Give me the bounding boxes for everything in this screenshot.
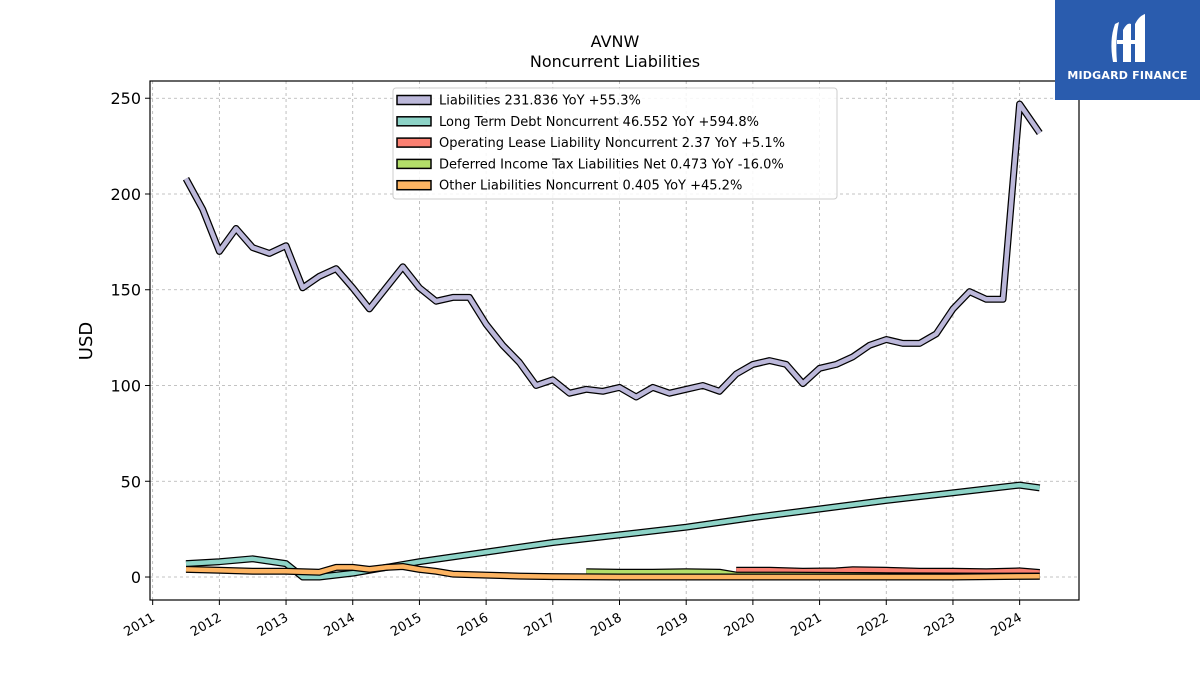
plot-frame [149,80,1080,601]
y-tick-label: 200 [110,185,141,204]
brand-logo: MIDGARD FINANCE [1055,0,1200,100]
y-tick-label: 150 [110,281,141,300]
legend-entry: Deferred Income Tax Liabilities Net 0.47… [439,157,784,172]
legend-entry: Other Liabilities Noncurrent 0.405 YoY +… [439,179,742,194]
y-axis-label: USD [76,322,97,360]
legend-swatch [396,94,432,106]
series-layer [182,100,1043,581]
legend-entry: Operating Lease Liability Noncurrent 2.3… [439,136,785,151]
series-line [736,567,1040,575]
y-tick-label: 250 [110,89,141,108]
legend-swatch [396,116,432,127]
y-tick-label: 100 [110,377,141,396]
brand-mark-icon [1111,14,1145,63]
chart-title: AVNW [591,32,640,51]
series-line [185,482,1041,580]
series-line [184,101,1042,400]
legend-swatch [396,158,432,170]
y-tick-label: 0 [131,568,141,587]
series-line [185,564,1040,580]
legend-swatch [396,179,432,191]
brand-name: MIDGARD FINANCE [1067,69,1188,82]
chart-subtitle: Noncurrent Liabilities [530,52,700,71]
y-axis: 0 50 100 150 200 250 [110,89,150,587]
y-tick-label: 50 [121,472,141,491]
legend: Liabilities 231.836 YoY +55.3% Long Term … [392,87,838,200]
legend-box [392,87,838,200]
legend-entry: Long Term Debt Noncurrent 46.552 YoY +59… [439,115,759,130]
legend-entry: Liabilities 231.836 YoY +55.3% [439,94,641,109]
legend-swatch [396,137,432,148]
